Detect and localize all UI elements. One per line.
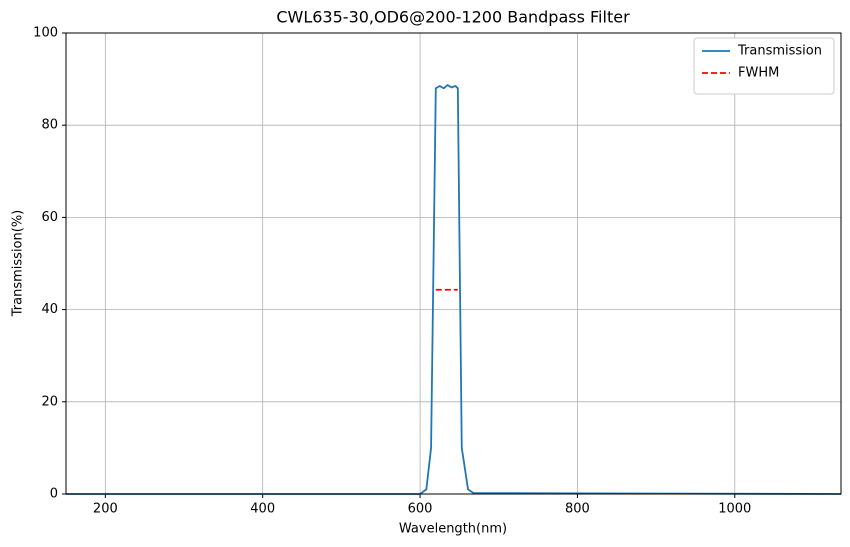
y-tick-label: 100 bbox=[33, 26, 58, 41]
plot-frame bbox=[65, 32, 842, 495]
x-tick-label: 200 bbox=[93, 502, 118, 517]
legend-label: Transmission bbox=[737, 44, 822, 59]
x-axis-label: Wavelength(nm) bbox=[399, 522, 507, 537]
series-line bbox=[66, 83, 842, 495]
y-tick-label: 60 bbox=[41, 210, 58, 225]
y-tick-label: 20 bbox=[41, 394, 58, 409]
legend-box bbox=[693, 37, 835, 95]
x-tick-label: 1000 bbox=[718, 502, 751, 517]
x-tick-label: 800 bbox=[565, 502, 590, 517]
y-axis-label: Transmission(%) bbox=[11, 210, 26, 317]
y-tick-label: 40 bbox=[41, 302, 58, 317]
y-tick-label: 0 bbox=[50, 487, 58, 502]
chart-title: CWL635-30,OD6@200-1200 Bandpass Filter bbox=[276, 8, 630, 27]
legend-label: FWHM bbox=[738, 66, 779, 81]
x-tick-label: 400 bbox=[250, 502, 275, 517]
y-tick-label: 80 bbox=[41, 118, 58, 133]
x-tick-label: 600 bbox=[408, 502, 433, 517]
